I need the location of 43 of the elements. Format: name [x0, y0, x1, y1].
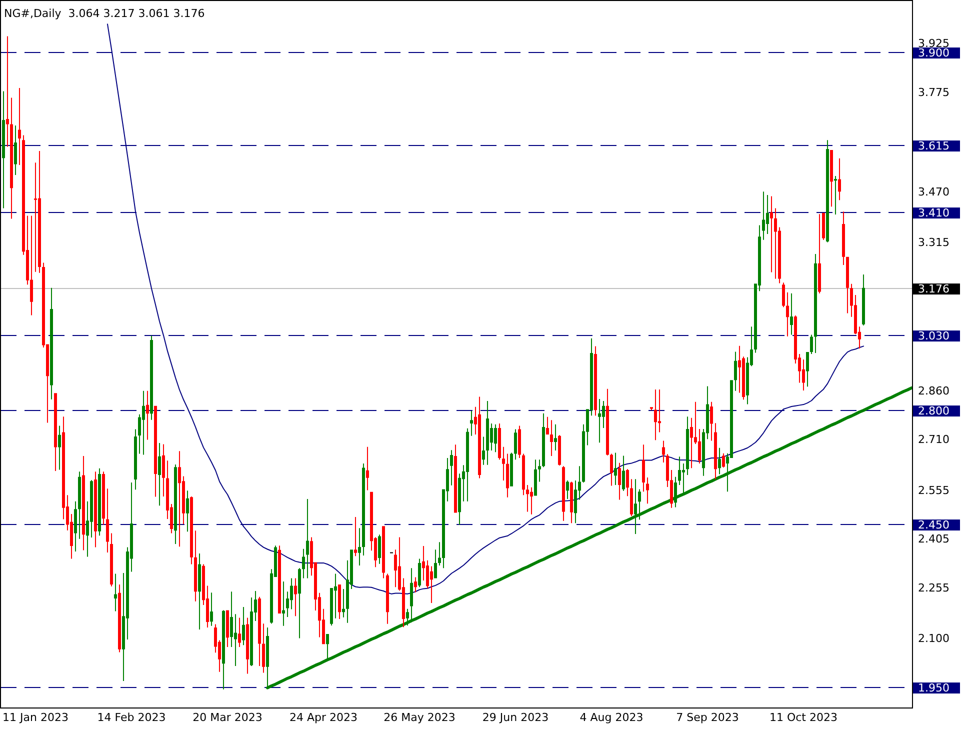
candlestick [538, 460, 541, 482]
x-tick-label: 7 Sep 2023 [676, 711, 739, 724]
ref-line-label: 3.410 [918, 206, 950, 220]
y-tick-label: 3.775 [918, 86, 950, 100]
x-tick-label: 14 Feb 2023 [97, 711, 166, 724]
candlestick [470, 411, 473, 436]
y-tick-label: 2.255 [918, 582, 950, 595]
candlestick [114, 574, 117, 612]
candlestick [354, 516, 357, 556]
x-tick-label: 11 Oct 2023 [769, 711, 838, 724]
x-tick-label: 4 Aug 2023 [580, 711, 644, 724]
y-tick-label: 2.555 [918, 484, 950, 497]
y-tick-label: 2.100 [918, 632, 950, 646]
candlestick [18, 88, 21, 165]
ref-line-label: 1.950 [918, 682, 950, 694]
ref-line-label: 3.900 [918, 46, 950, 60]
ref-line-label: 3.615 [918, 140, 950, 152]
x-tick-label: 11 Jan 2023 [2, 711, 68, 724]
candlestick [834, 176, 837, 214]
ref-line-label: 2.800 [918, 404, 950, 418]
candlestick [650, 407, 653, 410]
x-tick-label: 20 Mar 2023 [192, 711, 262, 724]
y-tick-label: 3.470 [918, 186, 950, 199]
candlestick [502, 446, 505, 480]
y-tick-label: 2.405 [918, 532, 950, 546]
y-tick-label: 2.860 [918, 384, 950, 398]
x-tick-label: 29 Jun 2023 [482, 711, 549, 724]
ref-line-label: 2.450 [918, 518, 950, 532]
y-tick-label: 3.315 [918, 236, 950, 250]
candlestick [6, 36, 9, 147]
x-tick-label: 26 May 2023 [384, 711, 456, 724]
ref-line-label: 3.176 [918, 282, 950, 296]
candlestick [342, 589, 345, 618]
candlestick [770, 196, 773, 272]
line-series [266, 386, 912, 690]
candlestick [554, 424, 557, 450]
ref-line-label: 3.030 [918, 330, 950, 342]
x-tick-label: 24 Apr 2023 [289, 711, 358, 724]
y-tick-label: 2.710 [918, 433, 950, 446]
candlestick [598, 398, 601, 443]
text: NG#,Daily 3.064 3.217 3.061 3.176 [4, 7, 205, 20]
candlestick [282, 582, 285, 626]
candlestick [358, 528, 361, 566]
